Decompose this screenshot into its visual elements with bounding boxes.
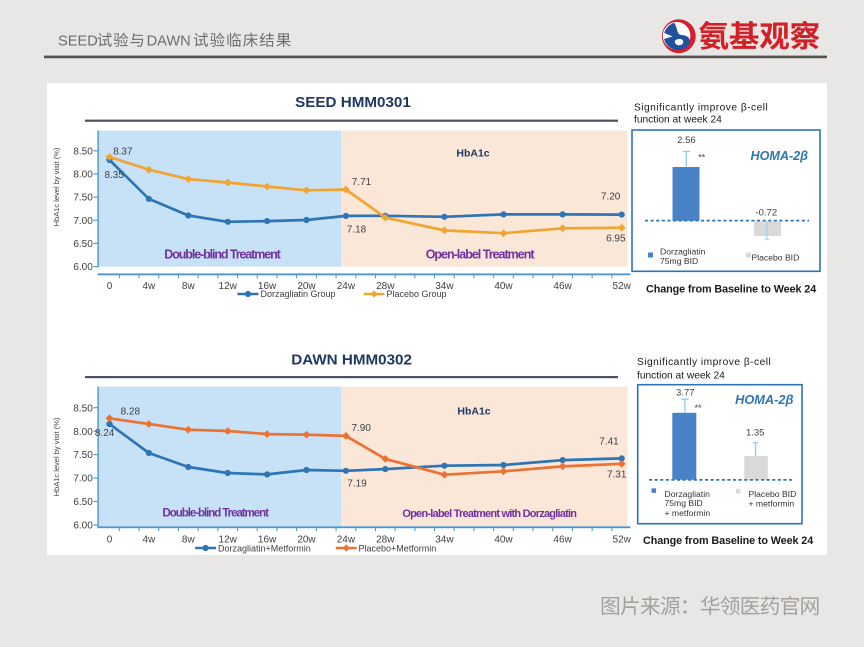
svg-text:3.77: 3.77 (676, 388, 695, 399)
svg-text:7.41: 7.41 (599, 436, 619, 447)
svg-text:Significantly improve β-cell: Significantly improve β-cell (637, 357, 771, 368)
svg-text:28w: 28w (376, 534, 395, 545)
svg-text:46w: 46w (553, 281, 572, 292)
svg-text:75mg BID: 75mg BID (660, 256, 698, 266)
svg-text:0: 0 (107, 281, 113, 292)
svg-text:7.50: 7.50 (73, 450, 93, 461)
svg-text:7.71: 7.71 (352, 177, 372, 188)
svg-text:8.00: 8.00 (73, 170, 93, 181)
svg-text:Dorzagliatin Group: Dorzagliatin Group (261, 289, 336, 299)
svg-text:Placebo+Metformin: Placebo+Metformin (359, 543, 437, 553)
svg-text:6.50: 6.50 (73, 497, 93, 508)
svg-text:40w: 40w (494, 281, 513, 292)
svg-text:24w: 24w (337, 281, 356, 292)
svg-text:6.00: 6.00 (73, 262, 93, 273)
svg-text:Open-label Treatment with Dorz: Open-label Treatment with Dorzagliatin (402, 508, 577, 520)
svg-text:40w: 40w (494, 534, 513, 545)
svg-text:7.00: 7.00 (73, 474, 93, 485)
svg-text:Change from Baseline to Week 2: Change from Baseline to Week 24 (643, 535, 813, 547)
svg-text:28w: 28w (376, 281, 395, 292)
svg-text:DAWN: DAWN (147, 34, 191, 50)
svg-text:SEED: SEED (58, 34, 98, 50)
svg-text:Dorzagliatin+Metformin: Dorzagliatin+Metformin (218, 543, 311, 553)
svg-text:7.31: 7.31 (607, 469, 627, 480)
svg-text:46w: 46w (553, 534, 572, 545)
svg-text:12w: 12w (219, 534, 238, 545)
svg-text:function at week 24: function at week 24 (637, 370, 725, 381)
svg-text:6.95: 6.95 (606, 234, 626, 245)
svg-text:0: 0 (107, 534, 113, 545)
svg-text:7.18: 7.18 (347, 224, 367, 235)
svg-text:Change from Baseline to Week 2: Change from Baseline to Week 24 (646, 283, 816, 295)
svg-text:7.00: 7.00 (73, 216, 93, 227)
svg-text:Double-blind Treatment: Double-blind Treatment (164, 247, 281, 261)
svg-text:4w: 4w (143, 281, 157, 292)
svg-text:HbA1c: HbA1c (456, 148, 489, 160)
svg-text:75mg BID: 75mg BID (665, 498, 703, 508)
svg-text:+ metformin: + metformin (665, 508, 711, 518)
svg-text:34w: 34w (435, 534, 454, 545)
svg-text:7.20: 7.20 (601, 192, 621, 203)
svg-text:16w: 16w (258, 534, 277, 545)
svg-text:52w: 52w (613, 281, 632, 292)
svg-text:8.24: 8.24 (95, 428, 115, 439)
svg-text:8.28: 8.28 (121, 406, 141, 417)
svg-text:**: ** (694, 403, 702, 413)
svg-text:8.35: 8.35 (104, 170, 124, 181)
svg-text:Open-label Treatment: Open-label Treatment (426, 247, 536, 261)
svg-text:24w: 24w (337, 534, 356, 545)
svg-text:7.50: 7.50 (73, 193, 93, 204)
svg-text:8w: 8w (182, 534, 196, 545)
svg-text:HOMA-2β: HOMA-2β (751, 149, 809, 163)
svg-text:Placebo Group: Placebo Group (387, 289, 447, 299)
svg-text:**: ** (698, 153, 706, 163)
svg-text:6.50: 6.50 (73, 239, 93, 250)
svg-text:SEED HMM0301: SEED HMM0301 (295, 94, 411, 111)
svg-text:DAWN HMM0302: DAWN HMM0302 (291, 352, 412, 369)
svg-text:HOMA-2β: HOMA-2β (735, 392, 793, 407)
svg-text:7.90: 7.90 (351, 423, 371, 434)
svg-text:Placebo BID: Placebo BID (749, 489, 797, 499)
svg-text:2.56: 2.56 (677, 135, 696, 146)
svg-text:8w: 8w (182, 281, 196, 292)
svg-text:8.00: 8.00 (73, 427, 93, 438)
svg-text:52w: 52w (613, 534, 632, 545)
svg-text:34w: 34w (435, 281, 454, 292)
svg-text:12w: 12w (219, 281, 238, 292)
svg-text:20w: 20w (297, 534, 316, 545)
svg-text:20w: 20w (297, 281, 316, 292)
svg-text:-0.72: -0.72 (755, 208, 777, 219)
svg-text:Placebo BID: Placebo BID (752, 253, 800, 263)
svg-text:HbA1c level by visit (%): HbA1c level by visit (%) (52, 147, 61, 226)
svg-text:Dorzagliatin: Dorzagliatin (660, 247, 706, 257)
svg-text:6.00: 6.00 (73, 521, 93, 532)
svg-text:Significantly improve β-cell: Significantly improve β-cell (634, 102, 768, 113)
svg-text:function at week 24: function at week 24 (634, 115, 722, 126)
svg-text:1.35: 1.35 (746, 427, 765, 438)
svg-text:Dorzagliatin: Dorzagliatin (665, 489, 711, 499)
svg-text:4w: 4w (143, 534, 157, 545)
svg-text:8.50: 8.50 (73, 403, 93, 414)
svg-text:7.19: 7.19 (347, 478, 367, 489)
svg-text:8.37: 8.37 (113, 146, 133, 157)
svg-text:HbA1c level by visit (%): HbA1c level by visit (%) (52, 417, 61, 496)
svg-text:HbA1c: HbA1c (457, 405, 490, 417)
svg-text:+ metformin: + metformin (749, 499, 795, 509)
svg-text:8.50: 8.50 (73, 146, 93, 157)
svg-text:Double-blind Treatment: Double-blind Treatment (163, 507, 270, 519)
svg-text:16w: 16w (258, 281, 277, 292)
